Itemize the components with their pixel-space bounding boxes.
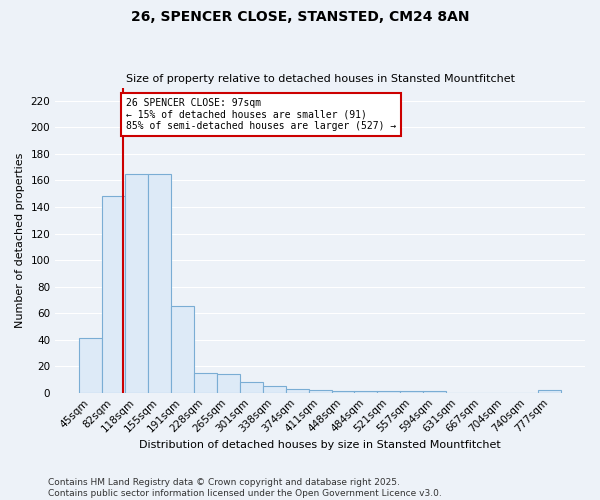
Bar <box>217 374 240 392</box>
X-axis label: Distribution of detached houses by size in Stansted Mountfitchet: Distribution of detached houses by size … <box>139 440 501 450</box>
Y-axis label: Number of detached properties: Number of detached properties <box>15 152 25 328</box>
Title: Size of property relative to detached houses in Stansted Mountfitchet: Size of property relative to detached ho… <box>125 74 515 84</box>
Text: 26, SPENCER CLOSE, STANSTED, CM24 8AN: 26, SPENCER CLOSE, STANSTED, CM24 8AN <box>131 10 469 24</box>
Bar <box>148 174 171 392</box>
Bar <box>79 338 102 392</box>
Text: 26 SPENCER CLOSE: 97sqm
← 15% of detached houses are smaller (91)
85% of semi-de: 26 SPENCER CLOSE: 97sqm ← 15% of detache… <box>126 98 396 132</box>
Bar <box>263 386 286 392</box>
Bar <box>102 196 125 392</box>
Bar <box>171 306 194 392</box>
Bar <box>240 382 263 392</box>
Text: Contains HM Land Registry data © Crown copyright and database right 2025.
Contai: Contains HM Land Registry data © Crown c… <box>48 478 442 498</box>
Bar <box>308 390 332 392</box>
Bar <box>194 373 217 392</box>
Bar <box>125 174 148 392</box>
Bar <box>286 388 308 392</box>
Bar <box>538 390 561 392</box>
